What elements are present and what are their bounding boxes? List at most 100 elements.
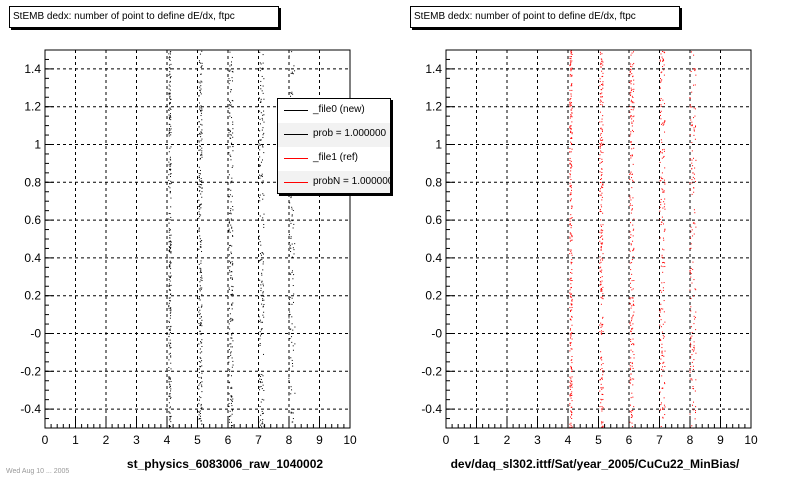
- data-point: [169, 280, 171, 282]
- data-point: [660, 426, 662, 428]
- data-point: [168, 304, 170, 306]
- data-point: [632, 303, 634, 305]
- data-point: [600, 303, 602, 305]
- data-point: [168, 93, 170, 95]
- data-point: [292, 278, 294, 280]
- data-point: [664, 406, 666, 408]
- data-point: [201, 124, 203, 126]
- data-point: [229, 65, 231, 67]
- data-point: [660, 98, 662, 100]
- data-point: [231, 308, 233, 310]
- data-point: [601, 168, 603, 170]
- data-point: [631, 154, 633, 156]
- data-point: [599, 284, 601, 286]
- data-point: [260, 112, 262, 114]
- data-point: [169, 312, 171, 314]
- data-point: [169, 68, 171, 70]
- data-point: [198, 295, 200, 297]
- data-point: [260, 401, 262, 403]
- data-point: [661, 216, 663, 218]
- data-point: [570, 189, 572, 191]
- data-point: [232, 409, 234, 411]
- data-point: [199, 180, 201, 182]
- data-point: [662, 124, 664, 126]
- data-point: [601, 185, 603, 187]
- data-point: [663, 397, 665, 399]
- data-point: [571, 104, 573, 106]
- data-point: [200, 241, 202, 243]
- data-point: [631, 280, 633, 282]
- legend: _file0 (new) prob = 1.000000 _file1 (ref…: [277, 98, 391, 194]
- data-point: [630, 68, 632, 70]
- data-point: [259, 335, 261, 337]
- data-point: [290, 72, 292, 74]
- data-point: [630, 369, 632, 371]
- data-point: [170, 244, 172, 246]
- data-point: [569, 57, 571, 59]
- data-point: [170, 268, 172, 270]
- data-point: [600, 139, 602, 141]
- data-point: [262, 85, 264, 87]
- data-point: [200, 341, 202, 343]
- data-point: [261, 159, 263, 161]
- data-point: [633, 120, 635, 122]
- data-point: [169, 277, 171, 279]
- data-point: [259, 174, 261, 176]
- data-point: [228, 403, 230, 405]
- data-point: [693, 347, 695, 349]
- data-point: [168, 110, 170, 112]
- data-point: [199, 383, 201, 385]
- data-point: [261, 388, 263, 390]
- data-point: [231, 421, 233, 423]
- data-point: [230, 346, 232, 348]
- data-point: [601, 131, 603, 133]
- data-point: [599, 53, 601, 55]
- data-point: [629, 111, 631, 113]
- x-tick-label: 1: [473, 433, 480, 447]
- data-point: [630, 131, 632, 133]
- data-point: [168, 393, 170, 395]
- data-point: [632, 343, 634, 345]
- data-point: [632, 249, 634, 251]
- data-point: [198, 414, 200, 416]
- data-point: [169, 243, 171, 245]
- data-point: [631, 122, 633, 124]
- data-point: [662, 366, 664, 368]
- data-point: [661, 291, 663, 293]
- data-point: [569, 307, 571, 309]
- data-point: [570, 143, 572, 145]
- data-point: [170, 421, 172, 423]
- data-point: [601, 368, 603, 370]
- data-point: [664, 321, 666, 323]
- data-point: [262, 119, 264, 121]
- data-point: [169, 229, 171, 231]
- data-point: [168, 370, 170, 372]
- data-point: [693, 233, 695, 235]
- data-point: [168, 353, 170, 355]
- data-point: [200, 268, 202, 270]
- data-point: [660, 105, 662, 107]
- data-point: [631, 208, 633, 210]
- data-point: [663, 361, 665, 363]
- data-point: [230, 277, 232, 279]
- data-point: [629, 323, 631, 325]
- data-point: [571, 207, 573, 209]
- data-point: [230, 424, 232, 426]
- data-point: [198, 211, 200, 213]
- data-point: [690, 344, 692, 346]
- data-point: [602, 371, 604, 373]
- data-point: [289, 92, 291, 94]
- data-point: [201, 119, 203, 121]
- data-point: [690, 342, 692, 344]
- data-point: [262, 419, 264, 421]
- data-point: [659, 87, 661, 89]
- data-point: [231, 227, 233, 229]
- data-point: [601, 206, 603, 208]
- data-point: [289, 296, 291, 298]
- data-point: [232, 106, 234, 108]
- data-point: [600, 398, 602, 400]
- data-point: [198, 418, 200, 420]
- data-point: [231, 226, 233, 228]
- data-point: [169, 241, 171, 243]
- data-point: [170, 308, 172, 310]
